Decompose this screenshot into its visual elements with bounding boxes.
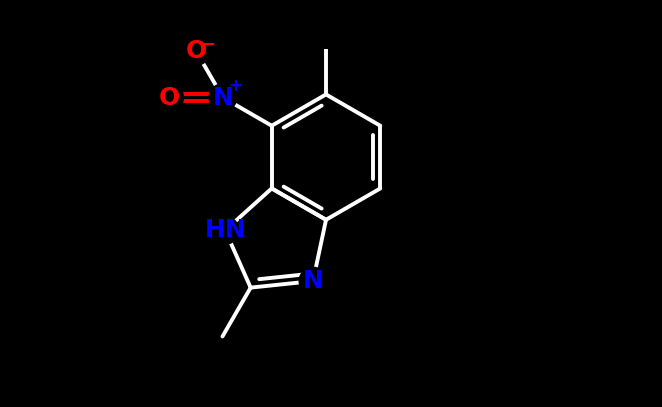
Circle shape [299, 267, 327, 295]
Text: HN: HN [205, 219, 246, 242]
Text: +: + [228, 77, 242, 95]
Text: O: O [159, 85, 180, 109]
Circle shape [156, 84, 183, 112]
Text: N: N [213, 85, 233, 109]
Text: −: − [201, 34, 215, 52]
Text: N: N [303, 269, 324, 293]
Circle shape [209, 84, 237, 112]
Circle shape [183, 37, 210, 65]
Text: O: O [185, 39, 207, 63]
Circle shape [211, 217, 239, 244]
